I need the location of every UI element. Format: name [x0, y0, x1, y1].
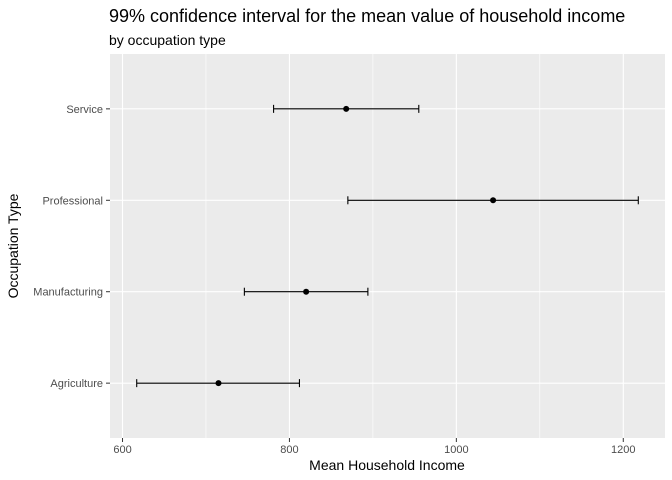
mean-point — [490, 197, 497, 204]
chart-title: 99% confidence interval for the mean val… — [109, 6, 625, 26]
data-marks — [136, 104, 639, 388]
x-tick-label: 1000 — [444, 444, 468, 456]
x-axis: 600 800 1000 1200 — [113, 438, 636, 456]
x-tick-label: 600 — [113, 444, 131, 456]
y-tick-label: Manufacturing — [33, 287, 103, 299]
mean-point — [215, 380, 222, 387]
x-tick-label: 800 — [280, 444, 298, 456]
y-tick-label: Service — [66, 104, 103, 116]
x-tick-label: 1200 — [611, 444, 635, 456]
chart-subtitle: by occupation type — [109, 32, 226, 48]
mean-point — [303, 288, 310, 295]
y-tick-label: Professional — [42, 195, 103, 207]
grid-minor — [205, 54, 541, 438]
plot-panel — [110, 54, 665, 438]
mean-point — [343, 105, 350, 112]
y-axis-title: Occupation Type — [5, 193, 21, 298]
y-tick-label: Agriculture — [50, 378, 103, 390]
y-axis: Agriculture Manufacturing Professional Serv… — [33, 104, 110, 390]
x-axis-title: Mean Household Income — [309, 457, 465, 473]
